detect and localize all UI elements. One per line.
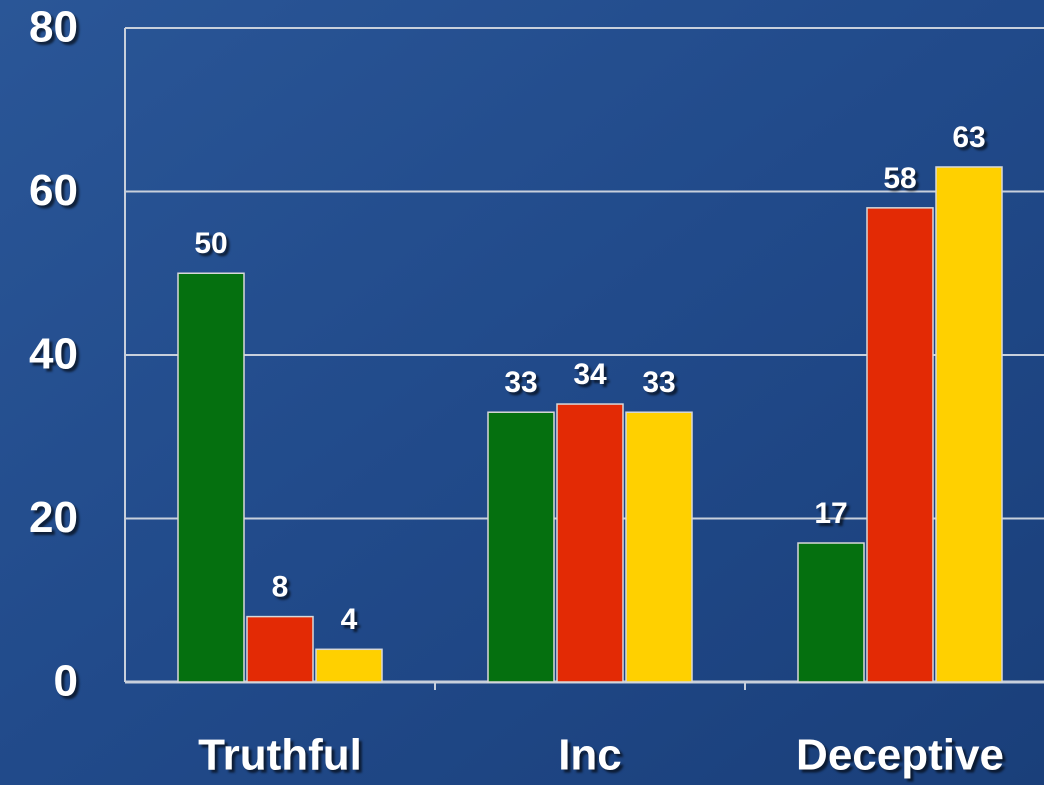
value-label: 33 [504, 366, 537, 399]
value-label: 34 [573, 358, 607, 391]
value-label: 50 [194, 227, 227, 260]
bar [556, 403, 624, 683]
value-label: 17 [814, 497, 847, 530]
value-label: 63 [952, 121, 985, 154]
bar [487, 411, 555, 683]
bar [315, 648, 383, 683]
bar [797, 542, 865, 683]
y-tick-label: 60 [29, 166, 78, 215]
value-label: 33 [642, 366, 675, 399]
x-tick-label: Inc [558, 731, 622, 780]
bar [625, 411, 693, 683]
x-tick-label: Deceptive [796, 731, 1004, 780]
bar [935, 166, 1003, 683]
y-tick-label: 0 [54, 657, 78, 706]
bar [246, 615, 314, 683]
value-label: 4 [341, 603, 358, 636]
x-tick-label: Truthful [198, 731, 362, 780]
value-label: 8 [272, 571, 289, 604]
value-label: 58 [883, 162, 916, 195]
y-tick-label: 40 [29, 330, 78, 379]
bar [177, 272, 245, 683]
y-tick-label: 80 [29, 3, 78, 52]
y-tick-label: 20 [29, 493, 78, 542]
bar [866, 207, 934, 683]
